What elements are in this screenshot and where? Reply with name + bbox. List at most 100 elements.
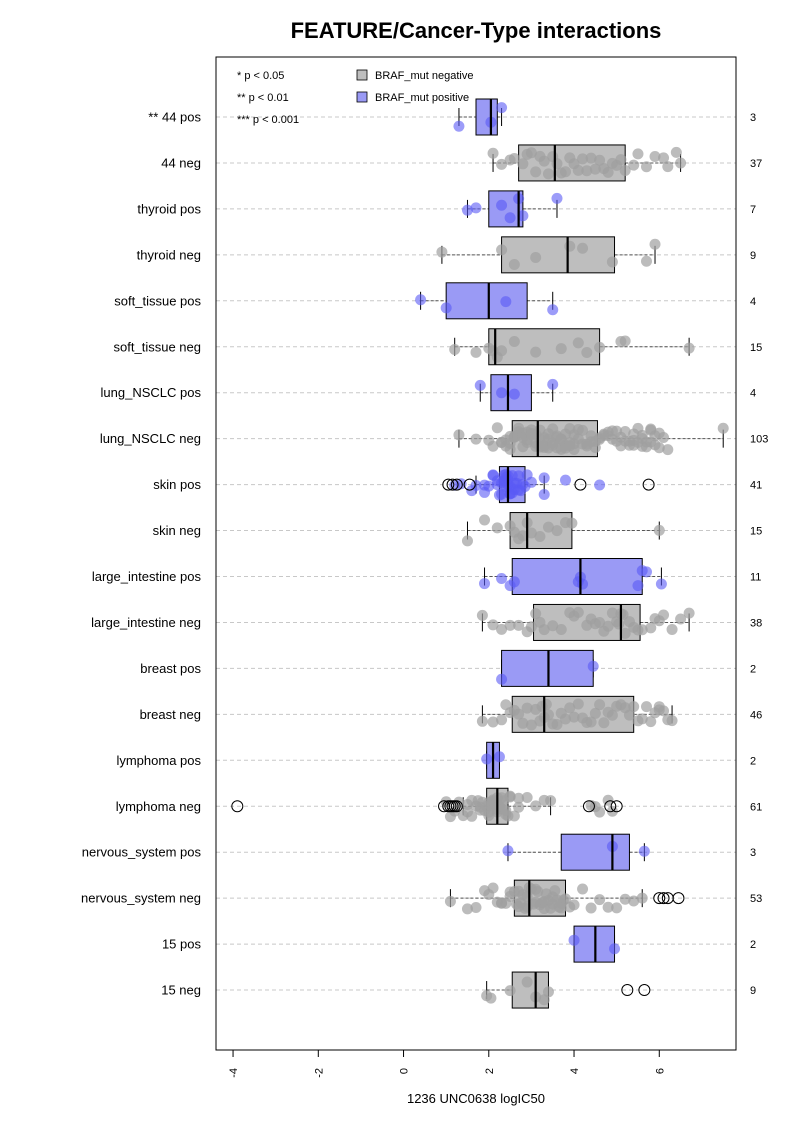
category-label: large_intestine pos <box>92 569 202 584</box>
sample-count: 15 <box>750 342 762 354</box>
category-label: nervous_system neg <box>81 891 201 906</box>
data-point <box>638 845 650 857</box>
data-point <box>568 711 580 723</box>
data-point <box>547 620 559 632</box>
data-point <box>585 152 597 164</box>
data-point <box>655 578 667 590</box>
outlier-point <box>661 892 674 905</box>
data-point <box>619 165 631 177</box>
data-point <box>525 621 537 633</box>
outlier-point <box>672 892 685 905</box>
data-point <box>636 713 648 725</box>
data-point <box>508 152 520 164</box>
data-point <box>670 146 682 158</box>
data-point <box>500 805 512 817</box>
data-point <box>572 164 584 176</box>
data-point <box>534 531 546 543</box>
sample-count: 15 <box>750 526 762 538</box>
data-point <box>551 525 563 537</box>
category-label: 15 pos <box>162 937 202 952</box>
outlier-point <box>657 892 670 905</box>
data-point <box>487 440 499 452</box>
data-point <box>530 800 542 812</box>
data-point <box>581 165 593 177</box>
box <box>445 282 528 320</box>
category-label: ** 44 pos <box>148 110 201 125</box>
data-point <box>653 442 665 454</box>
x-tick-label: 4 <box>569 1068 581 1074</box>
data-point <box>653 524 665 536</box>
sample-count: 4 <box>750 296 756 308</box>
category-label: large_intestine neg <box>91 615 201 630</box>
category-label: breast pos <box>140 661 201 676</box>
data-point <box>555 343 567 355</box>
data-point <box>513 801 525 813</box>
data-point <box>542 521 554 533</box>
data-point <box>594 617 606 629</box>
data-point <box>525 719 537 731</box>
data-point <box>496 573 508 585</box>
data-point <box>517 717 529 729</box>
data-point <box>636 624 648 636</box>
box-group-thyroid-pos <box>461 190 563 228</box>
data-point <box>577 153 589 165</box>
box-group-44-neg <box>487 144 687 182</box>
data-point <box>504 791 516 803</box>
outlier-point <box>610 800 623 813</box>
box-group-nervous-system-neg <box>444 879 685 917</box>
data-point <box>658 609 670 621</box>
data-point <box>545 795 557 807</box>
data-point <box>474 379 486 391</box>
data-point <box>461 806 473 818</box>
sample-count: 2 <box>750 663 756 675</box>
category-label: soft_tissue pos <box>114 293 201 308</box>
data-point <box>568 899 580 911</box>
data-point <box>589 441 601 453</box>
data-point <box>594 806 606 818</box>
data-point <box>461 903 473 915</box>
data-point <box>551 192 563 204</box>
box-group-soft-tissue-neg <box>449 328 695 366</box>
category-labels: ** 44 pos 44 neg thyroid pos thyroid neg sof… <box>81 110 201 998</box>
data-point <box>572 606 584 618</box>
data-point <box>513 619 525 631</box>
boxplot-series <box>231 98 729 1009</box>
data-point <box>496 199 508 211</box>
category-label: lymphoma neg <box>116 799 201 814</box>
data-point <box>645 622 657 634</box>
data-point <box>585 902 597 914</box>
data-point <box>540 698 552 710</box>
data-point <box>675 157 687 169</box>
data-point <box>645 716 657 728</box>
data-point <box>542 168 554 180</box>
data-point <box>594 479 606 491</box>
data-point <box>479 578 491 590</box>
data-point <box>496 102 508 114</box>
data-point <box>530 166 542 178</box>
sample-count: 61 <box>750 801 762 813</box>
box-group-thyroid-neg <box>436 236 661 274</box>
data-point <box>470 346 482 358</box>
sample-count: 38 <box>750 617 762 629</box>
data-point <box>440 302 452 314</box>
data-point <box>508 259 520 271</box>
data-point <box>658 431 670 443</box>
data-point <box>504 890 516 902</box>
data-point <box>517 530 529 542</box>
data-point <box>666 715 678 727</box>
data-point <box>594 699 606 711</box>
category-label: nervous_system pos <box>82 845 202 860</box>
data-point <box>513 792 525 804</box>
box-group-nervous-system-pos <box>502 833 650 871</box>
data-point <box>491 522 503 534</box>
data-point <box>513 708 525 720</box>
box-group-skin-pos <box>442 466 655 504</box>
data-point <box>606 607 618 619</box>
data-point <box>636 892 648 904</box>
series-legend: BRAF_mut negative BRAF_mut positive <box>356 69 473 104</box>
data-point <box>521 792 533 804</box>
data-point <box>594 341 606 353</box>
data-point <box>449 344 461 356</box>
data-point <box>645 424 657 436</box>
data-point <box>602 901 614 913</box>
